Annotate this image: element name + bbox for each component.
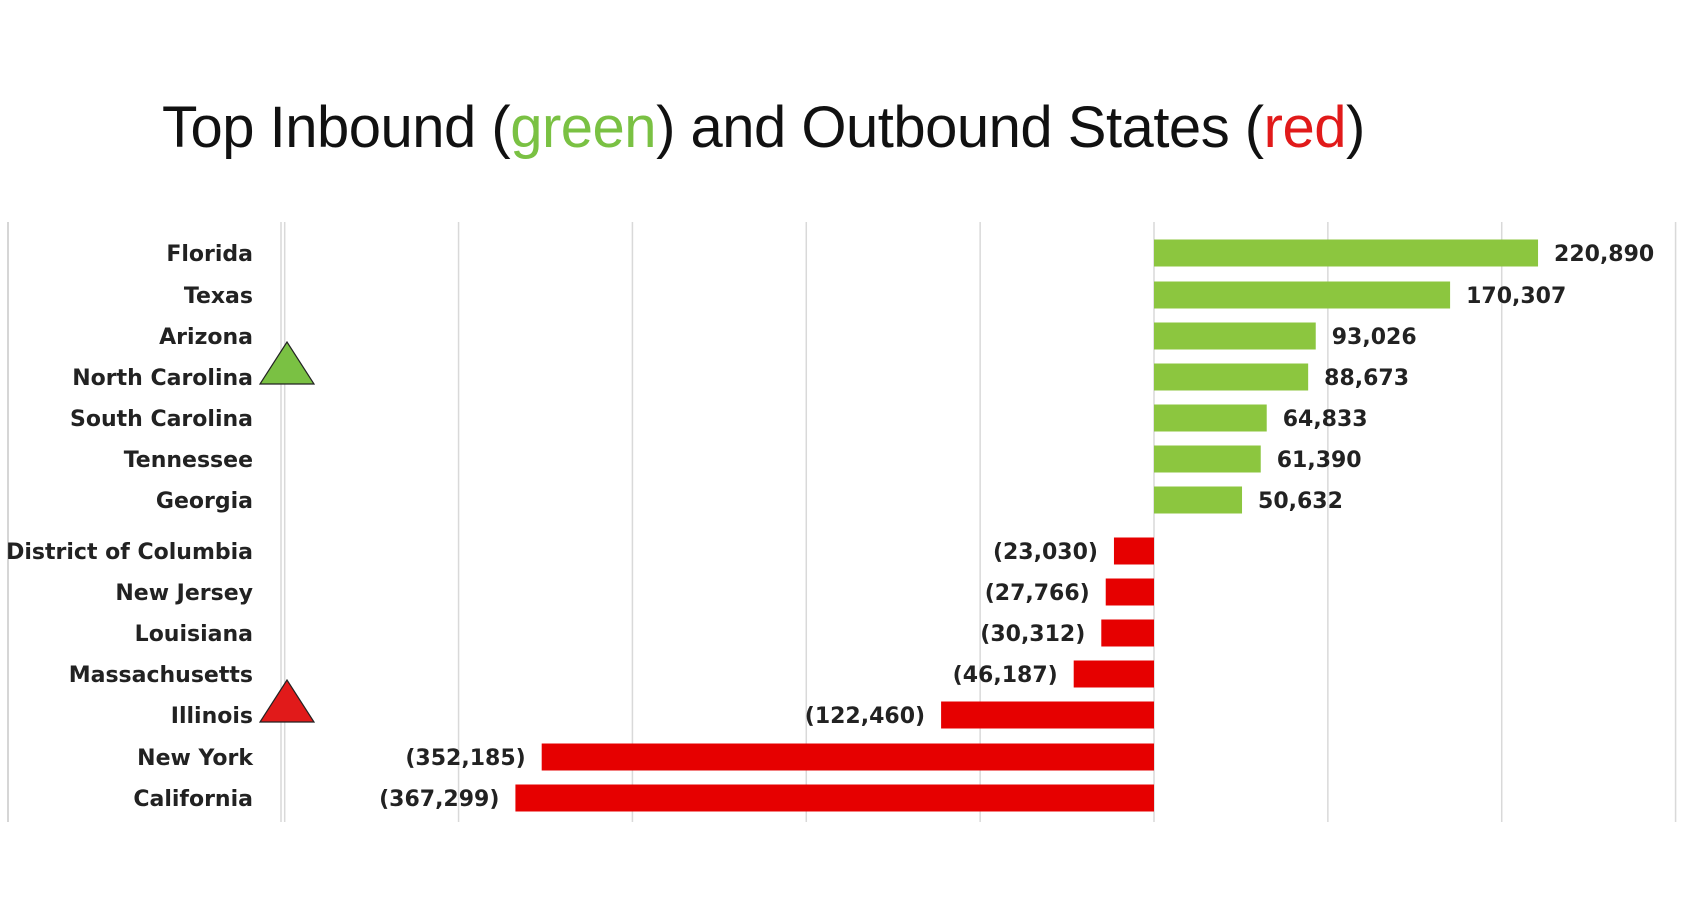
category-label: Texas	[184, 284, 253, 309]
category-label: North Carolina	[72, 366, 253, 391]
category-label: Massachusetts	[69, 663, 253, 688]
value-label: (46,187)	[953, 663, 1058, 688]
title-prefix: Top Inbound (	[162, 95, 511, 160]
category-label: Louisiana	[135, 622, 253, 647]
bar	[1154, 486, 1243, 514]
category-label: Tennessee	[124, 448, 253, 473]
value-label: 93,026	[1332, 325, 1417, 350]
triangle-marker-icon	[258, 340, 316, 385]
value-label: (27,766)	[985, 581, 1090, 606]
value-label: (30,312)	[980, 622, 1085, 647]
value-label: (352,185)	[405, 746, 525, 771]
bar	[941, 701, 1154, 729]
bar	[1154, 281, 1451, 309]
value-label: 220,890	[1554, 242, 1654, 267]
value-label: (122,460)	[805, 704, 925, 729]
title-middle: ) and Outbound States (	[656, 95, 1264, 160]
bar	[1073, 660, 1154, 688]
category-label: South Carolina	[70, 407, 253, 432]
chart-title: Top Inbound (green) and Outbound States …	[162, 88, 1462, 168]
bars	[515, 239, 1539, 812]
triangle-marker-icon	[258, 678, 316, 723]
bar	[1154, 322, 1316, 350]
value-label: 61,390	[1277, 448, 1362, 473]
value-label: 88,673	[1324, 366, 1409, 391]
bar	[1101, 619, 1154, 647]
category-label: Illinois	[171, 704, 253, 729]
bar	[1154, 404, 1267, 432]
value-label: 50,632	[1258, 489, 1343, 514]
bar	[1105, 578, 1154, 606]
category-label: Georgia	[156, 489, 253, 514]
category-labels: Florida Texas Arizona North Carolina South C…	[6, 242, 254, 812]
category-label: District of Columbia	[6, 540, 253, 565]
bar	[1154, 445, 1261, 473]
category-label: New Jersey	[115, 581, 253, 606]
bar	[1154, 363, 1309, 391]
markers	[258, 340, 316, 723]
category-label: Florida	[166, 242, 253, 267]
gridlines	[7, 222, 1677, 822]
value-labels: 220,890 170,307 93,026 88,673 64,833 61,390 50…	[379, 242, 1654, 812]
value-label: 64,833	[1283, 407, 1368, 432]
title-green-word: green	[510, 95, 657, 160]
title-suffix: )	[1345, 95, 1365, 160]
bar	[1113, 537, 1154, 565]
bar	[541, 743, 1154, 771]
bar	[515, 784, 1154, 812]
title-red-word: red	[1263, 95, 1347, 160]
category-label: California	[133, 787, 253, 812]
value-label: (23,030)	[993, 540, 1098, 565]
bar	[1154, 239, 1539, 267]
value-label: 170,307	[1466, 284, 1566, 309]
value-label: (367,299)	[379, 787, 499, 812]
category-label: New York	[137, 746, 254, 771]
category-label: Arizona	[159, 325, 253, 350]
